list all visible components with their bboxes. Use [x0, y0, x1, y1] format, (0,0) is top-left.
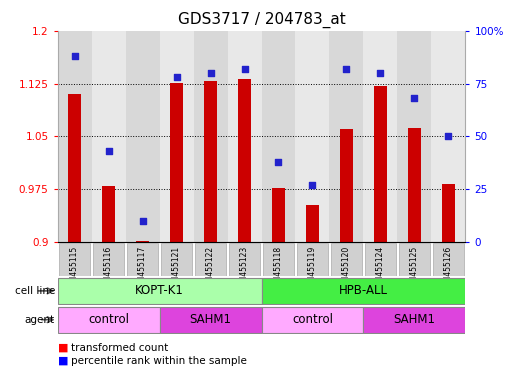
Text: GSM455119: GSM455119 [308, 245, 317, 291]
Text: ■: ■ [58, 356, 68, 366]
Bar [169, 83, 184, 242]
Bar [408, 128, 422, 242]
FancyBboxPatch shape [160, 307, 262, 333]
Point [138, 218, 146, 224]
Bar [442, 184, 456, 242]
FancyBboxPatch shape [127, 243, 158, 276]
FancyBboxPatch shape [229, 243, 260, 276]
FancyBboxPatch shape [331, 243, 362, 276]
FancyBboxPatch shape [58, 307, 160, 333]
Bar [101, 185, 115, 242]
FancyBboxPatch shape [297, 243, 328, 276]
Text: GSM455116: GSM455116 [104, 245, 113, 291]
Text: SAHM1: SAHM1 [189, 313, 232, 326]
Text: GSM455122: GSM455122 [206, 245, 215, 291]
FancyBboxPatch shape [363, 307, 465, 333]
Point [411, 95, 419, 101]
Bar [397, 31, 431, 242]
FancyBboxPatch shape [399, 243, 430, 276]
Point [445, 133, 453, 139]
Point [70, 53, 78, 59]
Title: GDS3717 / 204783_at: GDS3717 / 204783_at [178, 12, 345, 28]
Point [105, 148, 113, 154]
Text: percentile rank within the sample: percentile rank within the sample [71, 356, 246, 366]
Bar [295, 31, 329, 242]
Text: GSM455117: GSM455117 [138, 245, 147, 291]
FancyBboxPatch shape [195, 243, 226, 276]
Text: SAHM1: SAHM1 [393, 313, 436, 326]
Bar [272, 189, 286, 242]
Text: GSM455123: GSM455123 [240, 245, 249, 291]
Text: transformed count: transformed count [71, 343, 168, 353]
Text: KOPT-K1: KOPT-K1 [135, 285, 184, 297]
Text: GSM455120: GSM455120 [342, 245, 351, 291]
Text: GSM455121: GSM455121 [172, 245, 181, 291]
Point [343, 66, 351, 72]
Bar [363, 31, 397, 242]
Point [173, 74, 181, 80]
Bar [67, 94, 82, 242]
Bar [262, 31, 295, 242]
Text: GSM455118: GSM455118 [274, 245, 283, 291]
Bar [204, 81, 218, 242]
Text: ■: ■ [58, 343, 68, 353]
Bar [160, 31, 194, 242]
Bar [126, 31, 160, 242]
Point [241, 66, 249, 72]
FancyBboxPatch shape [262, 307, 363, 333]
Text: GSM455125: GSM455125 [410, 245, 419, 291]
FancyBboxPatch shape [59, 243, 90, 276]
Bar [92, 31, 126, 242]
Point [206, 70, 215, 76]
Bar [374, 86, 388, 242]
Point [275, 159, 283, 165]
FancyBboxPatch shape [433, 243, 464, 276]
Bar [305, 205, 319, 242]
Bar [340, 129, 353, 242]
FancyBboxPatch shape [365, 243, 396, 276]
Text: agent: agent [25, 314, 55, 325]
Text: GSM455124: GSM455124 [376, 245, 385, 291]
Point [377, 70, 385, 76]
Bar [194, 31, 228, 242]
Bar [431, 31, 465, 242]
FancyBboxPatch shape [262, 278, 465, 304]
FancyBboxPatch shape [263, 243, 294, 276]
Bar [237, 79, 252, 242]
FancyBboxPatch shape [93, 243, 124, 276]
Bar [58, 31, 92, 242]
FancyBboxPatch shape [58, 278, 262, 304]
Text: cell line: cell line [15, 286, 55, 296]
Point [309, 182, 317, 188]
Bar [136, 240, 150, 242]
Text: control: control [292, 313, 333, 326]
Text: control: control [88, 313, 129, 326]
Text: GSM455115: GSM455115 [70, 245, 79, 291]
Text: GSM455126: GSM455126 [444, 245, 453, 291]
FancyBboxPatch shape [161, 243, 192, 276]
Text: HPB-ALL: HPB-ALL [339, 285, 388, 297]
Bar [329, 31, 363, 242]
Bar [228, 31, 262, 242]
